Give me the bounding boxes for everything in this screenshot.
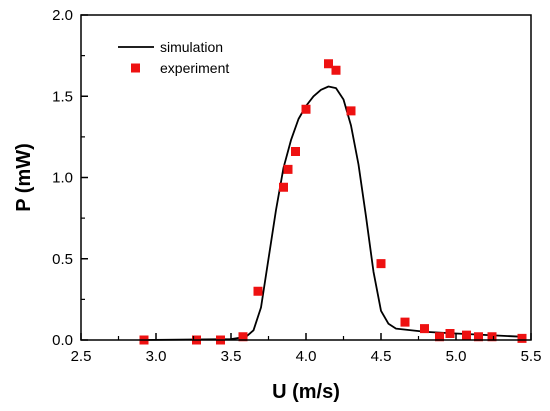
experiment-point xyxy=(435,332,444,342)
experiment-point xyxy=(279,182,288,192)
y-axis-title: P (mW) xyxy=(13,143,35,212)
experiment-point xyxy=(376,259,386,269)
x-axis-title: U (m/s) xyxy=(272,381,340,403)
experiment-point xyxy=(346,106,356,116)
legend-square-swatch xyxy=(131,63,140,73)
x-tick-label: 3.0 xyxy=(146,348,167,365)
y-axis: 0.0 0.5 1.0 1.5 2.0 xyxy=(52,7,88,349)
experiment-point xyxy=(445,329,455,338)
y-tick-label: 1.0 xyxy=(52,170,73,187)
x-tick-label: 2.5 xyxy=(71,348,92,365)
experiment-point xyxy=(291,147,300,156)
x-tick-label: 5.5 xyxy=(521,348,542,365)
experiment-point xyxy=(400,317,410,327)
x-tick-label: 4.0 xyxy=(296,348,317,365)
x-axis: 2.5 3.0 3.5 4.0 4.5 5.0 5.5 xyxy=(71,333,542,365)
y-tick-label: 2.0 xyxy=(52,7,73,24)
experiment-point xyxy=(283,164,293,174)
experiment-point xyxy=(487,332,497,342)
experiment-point xyxy=(238,332,248,342)
experiment-point xyxy=(517,333,527,343)
plot-frame xyxy=(80,14,532,341)
experiment-point xyxy=(474,332,483,342)
legend-label-simulation: simulation xyxy=(160,39,223,55)
experiment-point xyxy=(253,286,263,296)
y-tick-label: 0.0 xyxy=(52,332,73,349)
legend-label-experiment: experiment xyxy=(160,60,229,76)
y-tick-label: 1.5 xyxy=(52,88,73,105)
x-tick-label: 3.5 xyxy=(221,348,242,365)
x-tick-label: 5.0 xyxy=(446,348,467,365)
experiment-point xyxy=(324,59,333,69)
experiment-point xyxy=(301,104,311,114)
experiment-point xyxy=(420,324,429,334)
simulation-line xyxy=(140,85,524,341)
legend: simulation experiment xyxy=(118,39,229,76)
experiment-point xyxy=(331,65,341,75)
experiment-point xyxy=(462,330,471,340)
x-tick-label: 4.5 xyxy=(371,348,392,365)
y-tick-label: 0.5 xyxy=(52,251,73,268)
series-layer xyxy=(139,59,527,345)
